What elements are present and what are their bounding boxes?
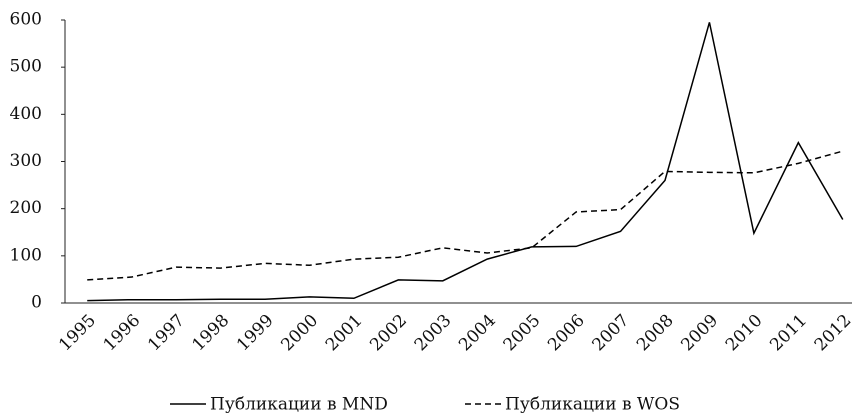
x-tick-label: 2007 <box>589 311 634 356</box>
y-tick-label: 400 <box>10 104 42 124</box>
y-tick-label: 0 <box>31 293 42 313</box>
x-tick-label: 2010 <box>722 311 767 356</box>
y-tick-label: 300 <box>10 151 42 171</box>
x-tick-label: 2009 <box>677 311 722 356</box>
series-line <box>87 22 844 302</box>
series-line <box>87 150 843 281</box>
x-tick-label: 2012 <box>811 311 856 356</box>
x-tick-label: 2003 <box>411 311 456 356</box>
x-tick-label: 1998 <box>189 311 234 356</box>
x-tick-label: 2008 <box>633 311 678 356</box>
x-tick-label: 2000 <box>277 311 322 356</box>
y-tick-label: 100 <box>10 245 42 265</box>
legend-label: Публикации в MND <box>210 395 388 415</box>
x-tick-label: 2001 <box>322 311 367 356</box>
x-tick-label: 2005 <box>500 311 545 356</box>
y-tick-label: 200 <box>10 198 42 218</box>
x-tick-label: 1997 <box>144 311 189 356</box>
x-tick-label: 1996 <box>100 311 145 356</box>
x-tick-label: 1999 <box>233 311 278 356</box>
y-tick-label: 500 <box>10 57 42 77</box>
x-tick-label: 2006 <box>544 311 589 356</box>
x-tick-label: 2011 <box>766 311 811 356</box>
x-tick-label: 1995 <box>55 311 100 356</box>
y-tick-label: 600 <box>10 10 42 30</box>
legend-label: Публикации в WOS <box>505 395 680 415</box>
x-tick-label: 2002 <box>366 311 411 356</box>
x-tick-label: 2004 <box>455 311 500 356</box>
